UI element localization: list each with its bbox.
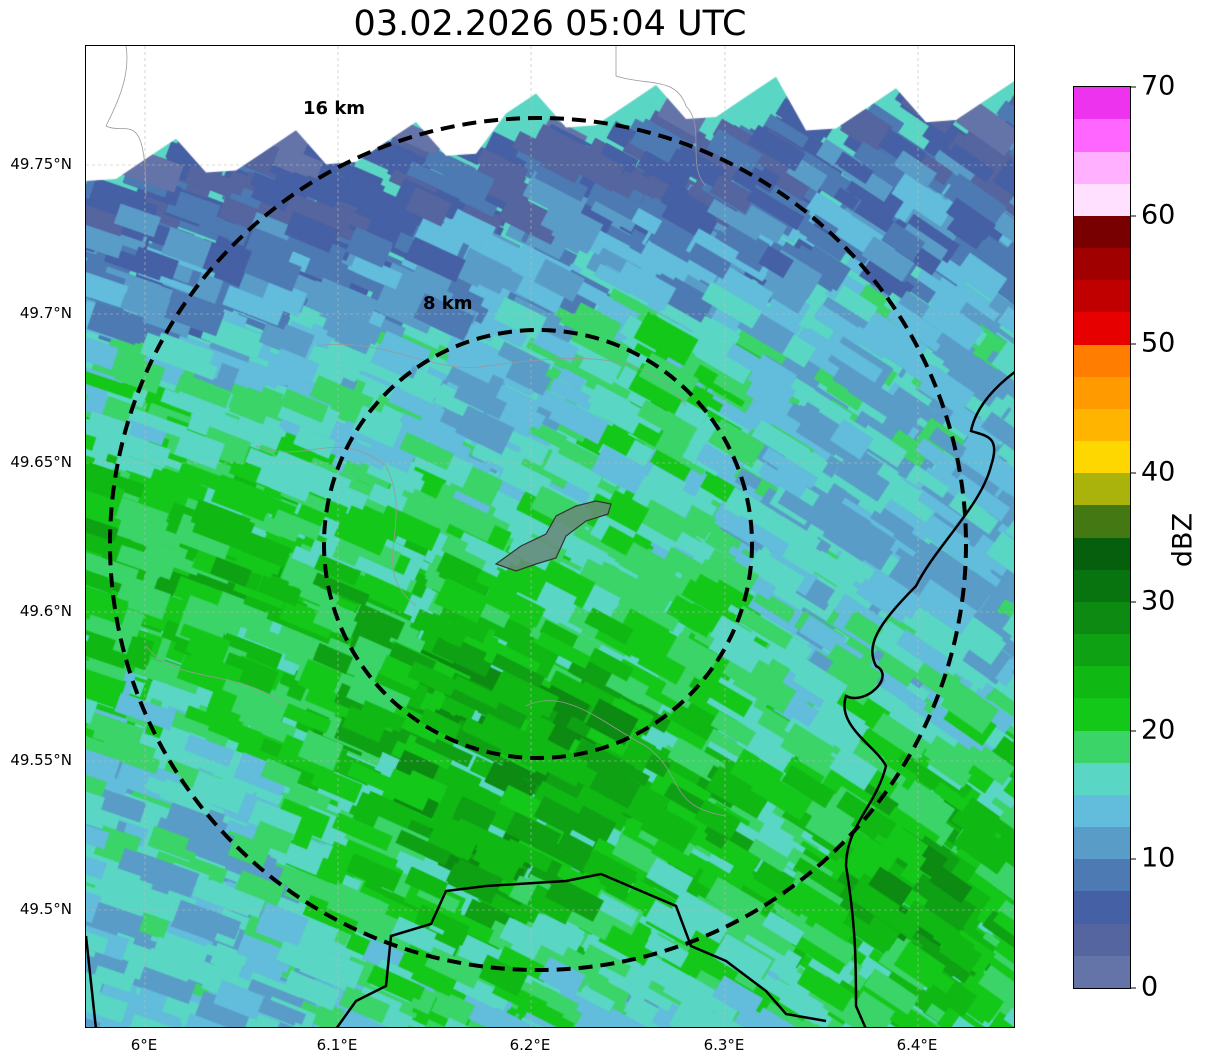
colorbar-bin: [1074, 859, 1130, 892]
lon-tick: 6.4°E: [896, 1036, 938, 1054]
lat-tick: 49.7°N: [19, 304, 72, 322]
colorbar-bin: [1074, 151, 1130, 184]
colorbar-bin: [1074, 762, 1130, 795]
colorbar-bin: [1074, 537, 1130, 570]
colorbar-tick: 10: [1130, 843, 1175, 874]
colorbar-bin: [1074, 215, 1130, 249]
colorbar-tick: 40: [1130, 457, 1175, 488]
range-rings: [108, 116, 968, 972]
lon-tick: 6.2°E: [509, 1036, 551, 1054]
colorbar-tick: 70: [1130, 71, 1175, 102]
colorbar-bin: [1074, 569, 1130, 602]
lat-tick: 49.75°N: [10, 155, 72, 173]
country-border-west: [86, 935, 98, 1027]
country-border-river: [843, 370, 1014, 1027]
lon-tick: 6.1°E: [316, 1036, 358, 1054]
city-outline: [494, 500, 612, 572]
colorbar-bin: [1074, 730, 1130, 763]
map-overlay: [86, 46, 1014, 1027]
colorbar-bin: [1074, 794, 1130, 828]
colorbar-bin: [1074, 119, 1130, 152]
lon-tick: 6.3°E: [703, 1036, 745, 1054]
colorbar-bin: [1074, 183, 1130, 216]
range-ring-label-16km: 16 km: [303, 98, 366, 119]
colorbar-bin: [1074, 827, 1130, 860]
gridlines: [86, 46, 1014, 1027]
colorbar-bin: [1074, 601, 1130, 635]
colorbar-bin: [1074, 87, 1130, 120]
colorbar-bin: [1074, 634, 1130, 667]
colorbar-bin: [1074, 376, 1130, 409]
colorbar-bin: [1074, 344, 1130, 377]
colorbar-tick: 60: [1130, 200, 1175, 231]
colorbar-bin: [1074, 505, 1130, 538]
colorbar-tick: 50: [1130, 328, 1175, 359]
lat-tick: 49.5°N: [19, 900, 72, 918]
country-border-south: [335, 872, 827, 1027]
municipal-boundaries: [105, 46, 727, 817]
range-ring-8km: [322, 328, 754, 760]
colorbar-bin: [1074, 955, 1130, 988]
range-ring-16km: [108, 116, 968, 972]
lat-tick: 49.65°N: [10, 453, 72, 471]
colorbar: [1073, 86, 1131, 989]
colorbar-bin: [1074, 408, 1130, 442]
colorbar-bin: [1074, 698, 1130, 731]
colorbar-bin: [1074, 666, 1130, 699]
radar-map[interactable]: [85, 45, 1015, 1028]
colorbar-bin: [1074, 312, 1130, 345]
colorbar-bin: [1074, 473, 1130, 506]
lat-tick: 49.6°N: [19, 602, 72, 620]
lon-tick: 6°E: [130, 1036, 158, 1054]
colorbar-tick: 20: [1130, 715, 1175, 746]
colorbar-bin: [1074, 891, 1130, 924]
colorbar-label: dBZ: [1167, 512, 1199, 568]
colorbar-tick: 0: [1130, 972, 1158, 1003]
colorbar-bin: [1074, 248, 1130, 281]
colorbar-bin: [1074, 441, 1130, 474]
colorbar-tick: 30: [1130, 586, 1175, 617]
range-ring-label-8km: 8 km: [423, 293, 473, 314]
colorbar-bin: [1074, 923, 1130, 956]
lat-tick: 49.55°N: [10, 751, 72, 769]
map-title: 03.02.2026 05:04 UTC: [353, 4, 747, 44]
colorbar-bin: [1074, 280, 1130, 313]
